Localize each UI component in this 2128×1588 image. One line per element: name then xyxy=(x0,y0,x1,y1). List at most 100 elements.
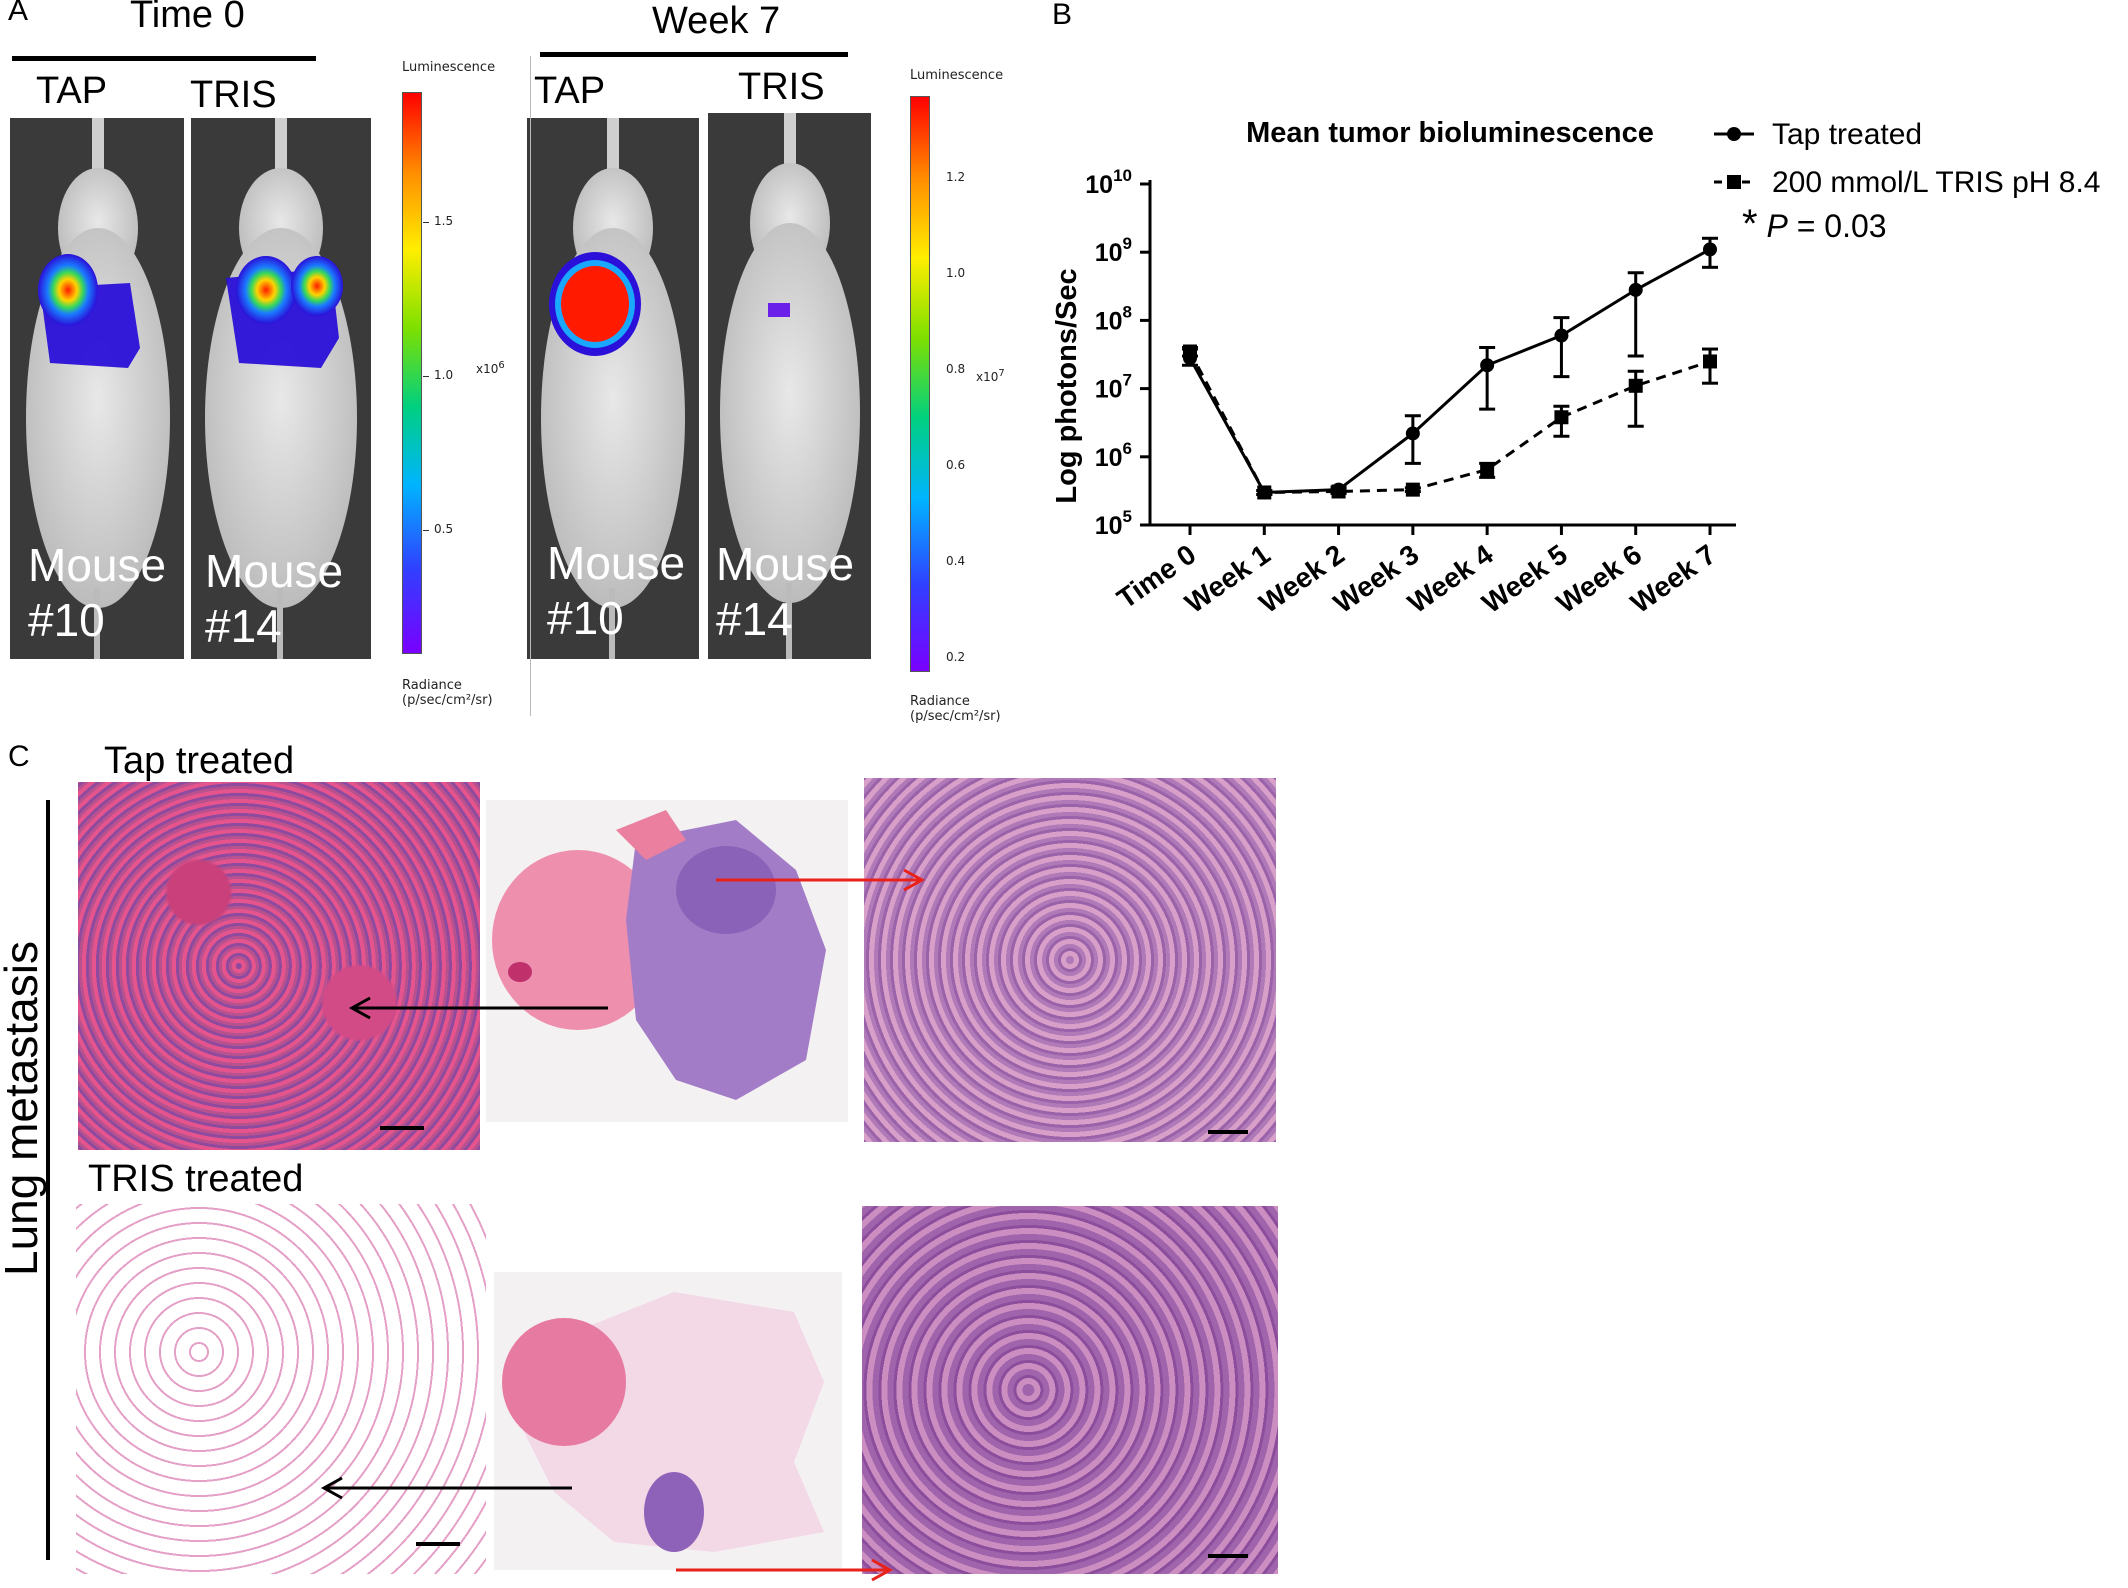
series-tris xyxy=(1182,344,1718,500)
data-point xyxy=(1480,358,1495,373)
chart-series xyxy=(1182,236,1718,500)
scale-1-tick: 1.5 xyxy=(434,214,454,228)
y-tick-label: 106 xyxy=(1095,439,1132,472)
data-point xyxy=(1628,282,1643,297)
legend-marker xyxy=(1727,127,1741,141)
scale-1-tick-mark xyxy=(423,222,429,223)
bioluminescence-chart: Mean tumor bioluminescence Log photons/S… xyxy=(1051,117,2100,619)
x-tick-label: Week 3 xyxy=(1328,539,1424,619)
tap-lung-drawing xyxy=(492,810,826,1100)
data-point xyxy=(1554,328,1569,343)
scale-1-colorbar xyxy=(402,92,422,654)
mouse-label-1: Mouse #10 xyxy=(28,539,167,647)
chart-y-ticks: 1010 109 108 107 106 105 xyxy=(1085,166,1150,540)
data-point xyxy=(1405,482,1420,497)
panel-a-letter: A xyxy=(8,0,29,27)
mouse-label-2: Mouse #14 xyxy=(205,545,344,653)
legend-label: Tap treated xyxy=(1772,118,1922,151)
mouse-1-drawing xyxy=(26,118,170,659)
scale-2-tick: 1.2 xyxy=(946,170,966,184)
red-arrow-head xyxy=(903,868,926,892)
luminescence-scale-1: Luminescence 1.5 1.0 0.5 x106 Radiance (p… xyxy=(390,56,531,716)
data-point xyxy=(1183,344,1197,359)
x-tick-label: Week 6 xyxy=(1551,539,1647,619)
tap-histology-left xyxy=(78,782,480,1150)
tris-arrows xyxy=(320,1476,894,1582)
data-point xyxy=(1703,242,1717,257)
scale-bar xyxy=(380,1126,424,1130)
chart-title: Mean tumor bioluminescence xyxy=(1246,117,1654,149)
tap-arrows xyxy=(348,868,926,1020)
stat-annotation: * P = 0.03 xyxy=(1742,202,1887,247)
group-time0-bar xyxy=(12,56,316,61)
series-tap-treated xyxy=(1182,236,1718,500)
x-tick-label: Week 7 xyxy=(1625,539,1721,619)
legend-marker xyxy=(1727,175,1741,189)
data-point xyxy=(1331,484,1346,499)
group-time0-label: Time 0 xyxy=(130,0,245,36)
stat-asterisk: * xyxy=(1742,202,1758,246)
tris-lung-drawing xyxy=(502,1292,824,1552)
scale-2-tick: 1.0 xyxy=(946,266,966,280)
stat-value: = 0.03 xyxy=(1796,208,1887,244)
series-line xyxy=(1188,350,1711,494)
scale-bar xyxy=(1208,1554,1248,1558)
data-point xyxy=(1480,462,1495,477)
mouse-image-1: Mouse #10 xyxy=(10,118,184,659)
tris-histology-right xyxy=(862,1206,1278,1574)
group-week7-label: Week 7 xyxy=(652,0,781,42)
chart-y-axis-label: Log photons/Sec xyxy=(1051,268,1083,503)
mouse-label-4: Mouse #14 xyxy=(716,538,855,646)
chart-axes xyxy=(1148,180,1736,527)
scale-2-tick: 0.6 xyxy=(946,458,966,472)
x-tick-label: Week 4 xyxy=(1402,538,1499,619)
mouse-image-3: Mouse #10 xyxy=(527,118,699,659)
mouse-image-4: Mouse #14 xyxy=(708,113,871,659)
data-point xyxy=(1257,485,1272,500)
scale-2-title: Luminescence xyxy=(910,68,1004,83)
col-tap-label-t0: TAP xyxy=(36,70,108,112)
y-tick-label: 109 xyxy=(1095,234,1132,267)
tap-histology-right xyxy=(864,778,1276,1142)
luminescence-scale-2: Luminescence 1.2 1.0 0.8 0.6 0.4 0.2 x10… xyxy=(906,64,1036,730)
data-point xyxy=(1405,426,1420,441)
scale-1-title: Luminescence xyxy=(402,60,496,75)
y-tick-label: 1010 xyxy=(1085,166,1132,199)
side-bar xyxy=(46,800,50,1560)
tap-treated-title: Tap treated xyxy=(104,740,295,782)
legend-label: 200 mmol/L TRIS pH 8.4 xyxy=(1772,166,2100,199)
mouse-4-drawing xyxy=(720,113,860,659)
data-point xyxy=(1703,354,1717,369)
y-tick-label: 108 xyxy=(1095,302,1132,335)
scale-1-tick: 1.0 xyxy=(434,368,454,382)
mouse-image-2: Mouse #14 xyxy=(191,118,371,659)
tris-treated-title: TRIS treated xyxy=(88,1158,304,1200)
y-tick-label: 107 xyxy=(1095,371,1132,404)
col-tap-label-w7: TAP xyxy=(534,70,606,112)
panel-c-letter: C xyxy=(8,740,30,773)
group-week7-bar xyxy=(540,52,848,57)
scale-1-unit: Radiance (p/sec/cm²/sr) xyxy=(402,678,493,708)
y-tick-label: 105 xyxy=(1095,507,1132,540)
x-tick-label: Week 2 xyxy=(1254,539,1350,619)
mouse-2-drawing xyxy=(205,118,357,659)
scale-2-tick: 0.8 xyxy=(946,362,966,376)
tap-lung-section xyxy=(486,800,848,1122)
tris-lung-section xyxy=(494,1272,842,1570)
data-point xyxy=(1554,410,1569,425)
scale-2-multiplier: x107 xyxy=(976,368,1005,384)
scale-1-tick-mark xyxy=(423,376,429,377)
scale-bar xyxy=(1208,1130,1248,1134)
scale-1-multiplier: x106 xyxy=(476,360,505,376)
scale-2-unit: Radiance (p/sec/cm²/sr) xyxy=(910,694,1001,724)
mouse-3-drawing xyxy=(541,118,685,659)
scale-2-tick: 0.2 xyxy=(946,650,966,664)
scale-1-tick: 0.5 xyxy=(434,522,454,536)
scale-bar xyxy=(416,1542,460,1546)
x-tick-label: Week 1 xyxy=(1179,539,1275,619)
mouse-label-3: Mouse #10 xyxy=(547,537,686,645)
chart-legend: Tap treated 200 mmol/L TRIS pH 8.4 xyxy=(1714,118,2100,199)
col-tris-label-w7: TRIS xyxy=(738,66,825,108)
col-tris-label-t0: TRIS xyxy=(190,74,277,116)
